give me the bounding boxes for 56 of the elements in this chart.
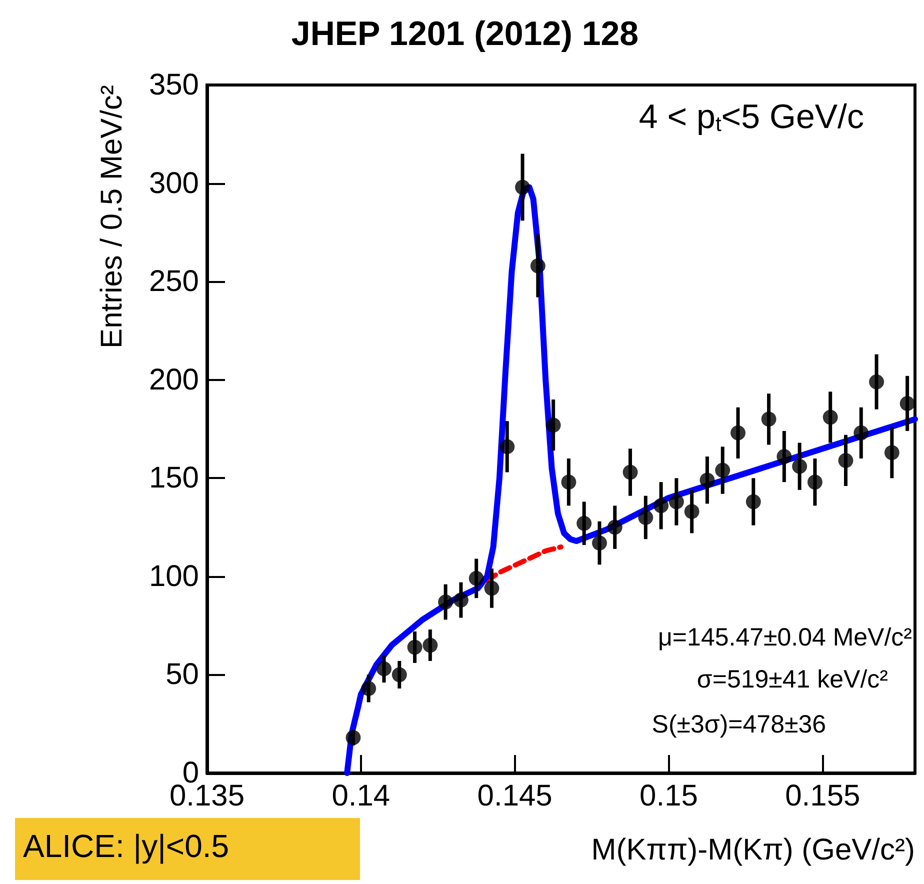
point [546, 418, 561, 433]
chart-title: JHEP 1201 (2012) 128 [291, 15, 639, 53]
text: ALICE: |y|<0.5 [23, 828, 230, 864]
x-tick-label: 0.145 [477, 780, 552, 812]
point [746, 494, 761, 510]
point [684, 504, 700, 520]
point [392, 667, 407, 682]
point [453, 592, 468, 608]
x-tick-label: 0.155 [785, 780, 860, 812]
point [730, 425, 746, 440]
y-tick-label: 150 [148, 462, 199, 495]
point [884, 445, 900, 460]
point [654, 498, 669, 514]
y-tick-label: 200 [148, 363, 199, 396]
point [438, 594, 454, 610]
point [622, 464, 638, 480]
y-tick-label: 250 [148, 265, 199, 298]
point [715, 462, 730, 478]
point [576, 516, 592, 531]
point [869, 374, 884, 390]
point [900, 396, 915, 411]
point [668, 494, 684, 510]
annotation: σ=519±41 keV/c² [696, 666, 888, 694]
point [361, 680, 376, 696]
point [792, 458, 808, 474]
y-tick-label: 300 [148, 166, 199, 200]
y-axis-title: Entries / 0.5 MeV/c² [96, 85, 128, 348]
point [500, 439, 515, 454]
point [807, 474, 822, 490]
point [776, 449, 792, 464]
point [838, 452, 854, 468]
annotation: μ=145.47±0.04 MeV/c² [658, 624, 912, 652]
x-tick-label: 0.14 [332, 780, 390, 812]
x-axis-title: M(Kππ)-M(Kπ) (GeV/c²) [591, 834, 915, 866]
point [761, 412, 776, 427]
y-tick-label: 350 [148, 68, 199, 102]
point [638, 510, 654, 525]
point [484, 580, 500, 596]
point [530, 258, 546, 274]
x-tick-label: 0.15 [640, 780, 698, 812]
point [592, 536, 607, 551]
point [407, 640, 422, 655]
y-tick-label: 100 [148, 560, 199, 593]
point [561, 474, 576, 490]
point [700, 472, 715, 488]
annotation: S(±3σ)=478±36 [652, 710, 826, 738]
point [515, 180, 530, 195]
y-tick-label: 50 [166, 658, 199, 692]
point [422, 638, 438, 653]
annotation: 4 < pt<5 GeV/c [638, 98, 864, 136]
point [607, 520, 622, 535]
point [468, 570, 484, 586]
point [346, 730, 361, 746]
point [822, 410, 838, 425]
point [854, 425, 869, 440]
point [376, 661, 392, 676]
